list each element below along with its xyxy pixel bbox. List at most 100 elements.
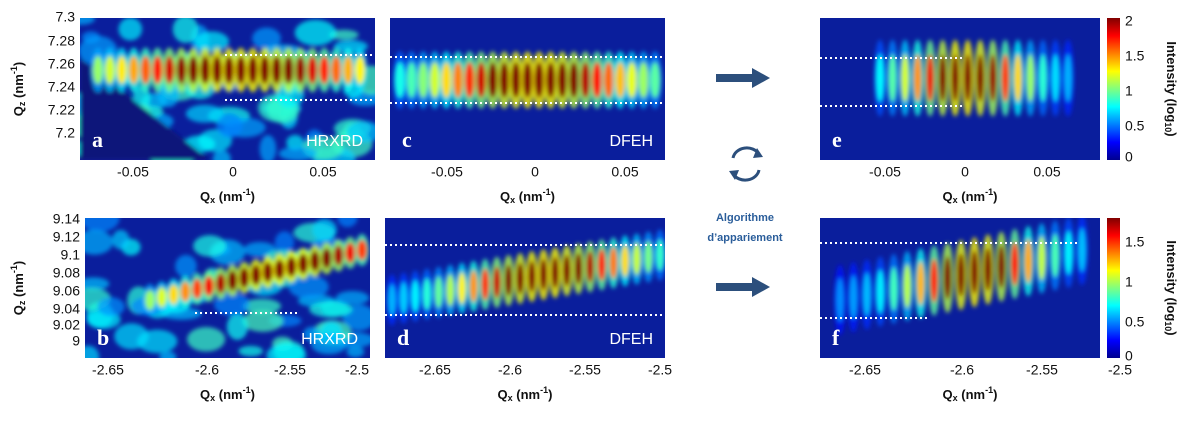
spot [957,253,965,297]
matching-label: Algorithme [716,212,774,224]
axis-label: Qx (nm-1) [943,187,998,205]
spot [913,54,922,102]
spot [271,56,282,84]
spot [156,287,167,308]
spot [951,54,960,102]
spot [140,56,151,84]
axis-label-part: -1 [9,265,19,273]
panel-letter: d [397,325,409,350]
axis-label-part: x [510,195,515,205]
spot [1064,230,1073,275]
axis-label-part: x [953,393,958,403]
axis-label-part: -1 [9,66,19,74]
noise [216,113,243,139]
axis-label-part: x [210,195,215,205]
spot [632,242,641,275]
spot [644,240,653,273]
axis-label-part: -1 [540,385,548,395]
spot [247,56,258,84]
noise [159,351,177,358]
x-tick-label: -2.6 [498,362,522,378]
spot [551,256,560,289]
axis-label-part: (nm [958,189,985,204]
spot [457,272,466,305]
spot [235,56,246,84]
axis-label-part: (nm [215,387,242,402]
spot [395,62,405,98]
spot [469,270,478,303]
spot [976,54,985,102]
axis-label: Qx (nm-1) [500,187,555,205]
x-tick-label: -2.5 [1108,362,1132,378]
spot [1013,54,1022,102]
spot [888,54,897,102]
spot [539,258,548,291]
spot [938,54,947,102]
spot [259,56,270,84]
noise [185,104,224,123]
noise [112,229,130,250]
spot [212,56,223,84]
colorbar-tick-label: 1 [1125,83,1133,99]
axis-label-part: -1 [243,385,251,395]
spot [321,248,332,269]
x-tick-label: 0.05 [611,164,638,180]
heatmap-spots [393,51,662,109]
x-tick-label: -2.5 [345,362,369,378]
spot [1038,54,1047,102]
x-tick-label: -0.05 [117,164,149,180]
noise [114,323,149,350]
axis-label-part: ) [251,189,255,204]
spot [983,247,992,292]
noise [157,82,179,108]
noise [175,254,197,278]
y-tick-label: 9.14 [53,211,80,227]
spot [434,276,443,309]
spot [1064,54,1072,102]
axis-label-part: (nm [958,387,985,402]
panel-letter: b [97,325,109,350]
spot [487,62,498,98]
axis-label: Qx (nm-1) [498,385,553,403]
axis-label-part: ) [993,189,997,204]
heatmap-spots [834,218,1088,336]
spot [650,62,660,98]
cycle-icon [729,146,763,182]
noise [346,345,365,358]
spot [411,280,420,313]
spot [283,56,294,84]
spot [345,242,356,263]
spot [298,253,309,274]
axis-label: Qx (nm-1) [200,187,255,205]
spot [422,278,431,311]
noise [238,345,264,357]
spot [534,62,545,98]
axis-label-part: -1 [543,187,551,197]
spot [274,259,285,280]
spot [116,56,127,84]
spot [481,268,490,301]
spot [1051,233,1060,278]
spot [603,62,614,98]
spot [943,255,952,300]
spot [592,62,603,98]
axis-label: Qx (nm-1) [943,385,998,403]
axis-label: Qz (nm-1) [9,62,27,116]
spot [1001,54,1010,102]
axis-label-part: ) [548,387,552,402]
spot [180,281,191,302]
spot [930,258,939,303]
x-tick-label: -2.65 [419,362,451,378]
x-tick-label: -2.6 [195,362,219,378]
noise [85,277,110,291]
method-label: HRXRD [306,133,363,150]
spot [626,62,637,98]
spot [901,54,910,102]
spot [239,267,250,288]
spot [262,262,273,283]
colorbar-label: Intensity (log10) [1163,240,1179,335]
axis-label-part: (nm [11,74,26,101]
spot [889,266,898,311]
noise [328,29,359,40]
heatmap-spots [80,18,375,160]
